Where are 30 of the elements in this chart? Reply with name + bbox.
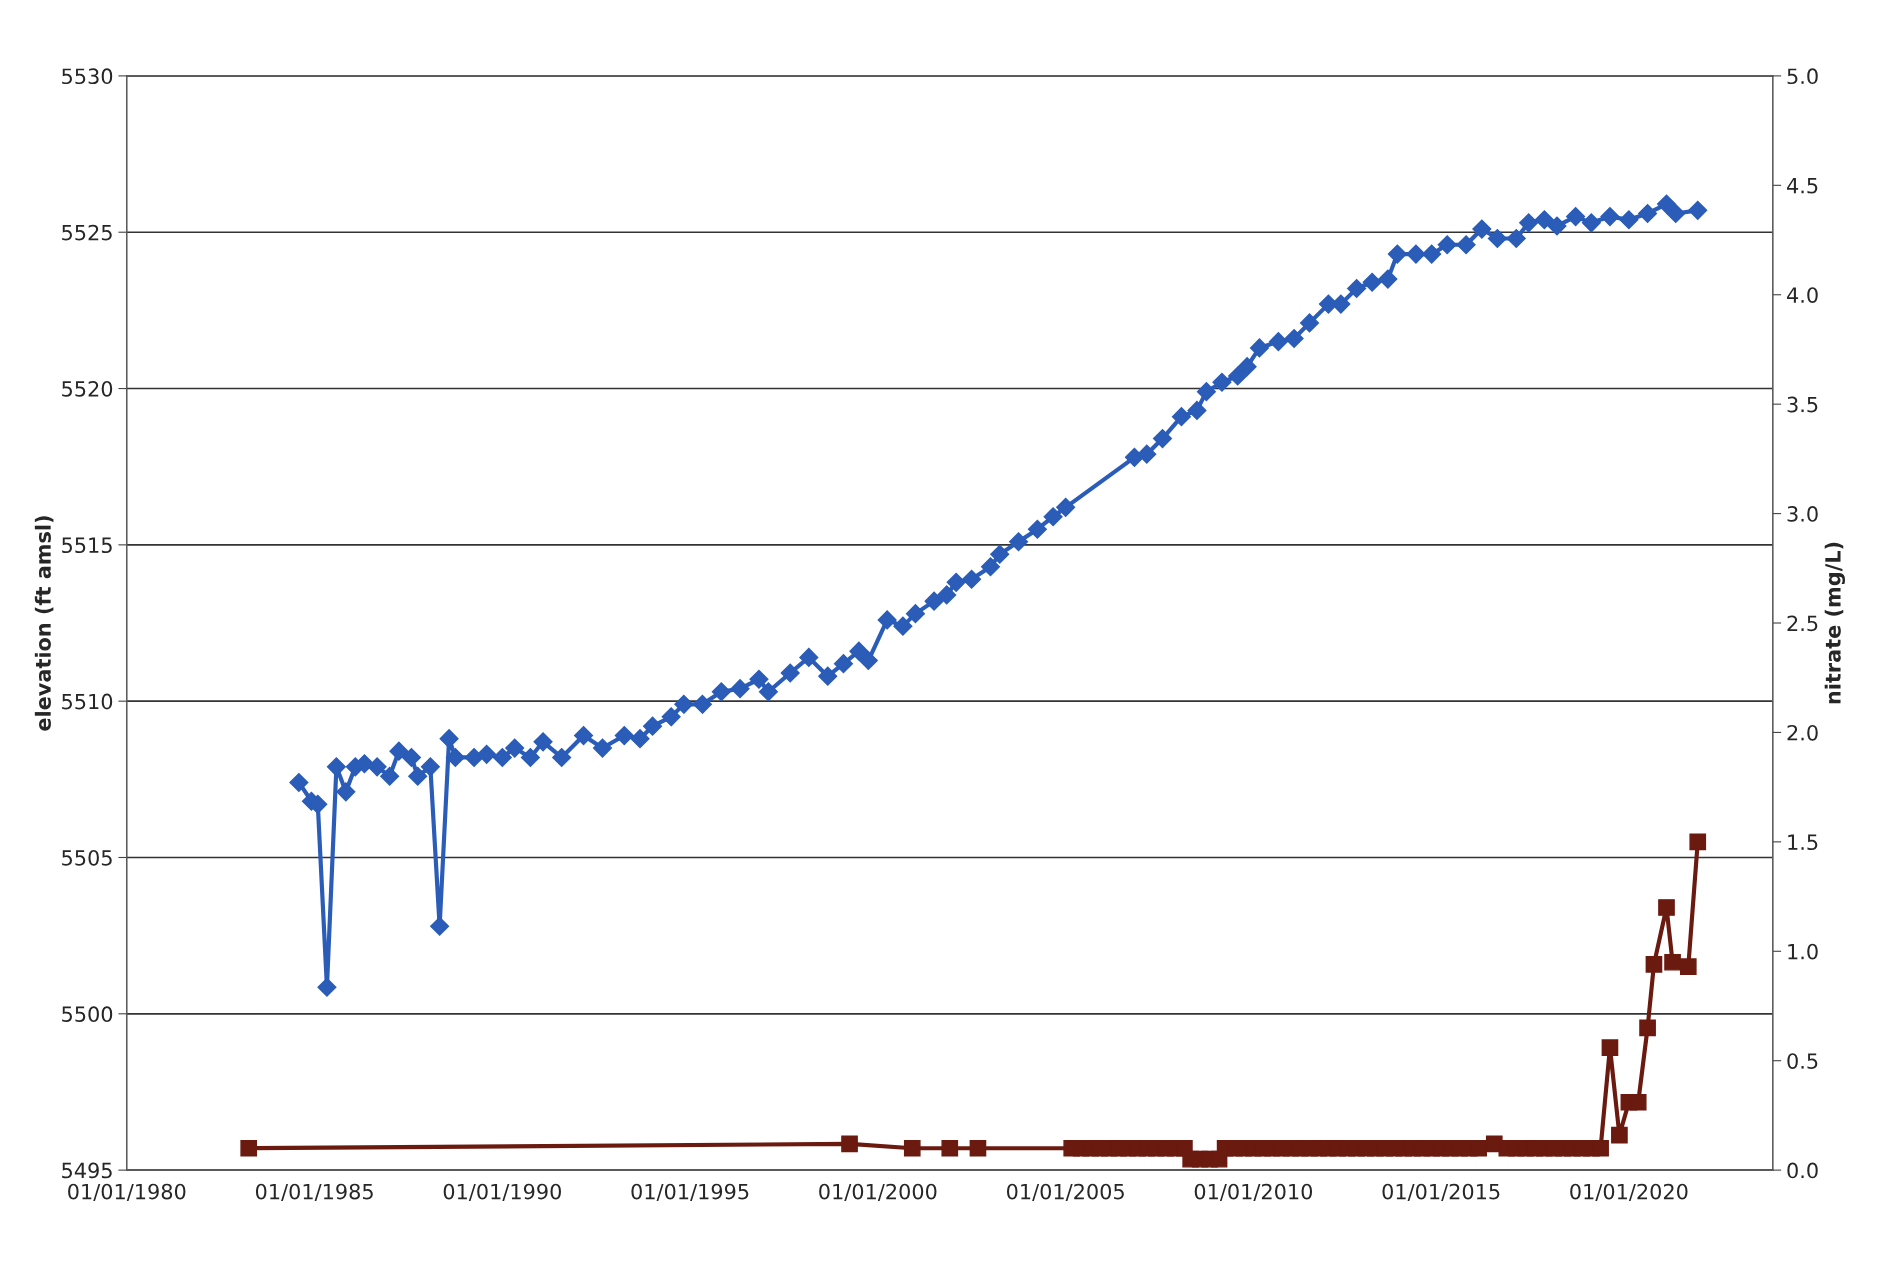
x-tick-label: 01/01/1990 bbox=[443, 1183, 561, 1202]
y2-tick-label: 2.5 bbox=[1787, 615, 1818, 632]
y-tick-label: 5520 bbox=[62, 380, 113, 397]
y2-tick-label: 2.0 bbox=[1787, 724, 1818, 741]
y-tick-label: 5500 bbox=[62, 1006, 113, 1023]
y2-axis-title: nitrate (mg/L) bbox=[1824, 542, 1846, 704]
x-tick-label: 01/01/1980 bbox=[68, 1183, 186, 1202]
x-tick-label: 01/01/2020 bbox=[1570, 1183, 1688, 1202]
y2-tick-label: 3.5 bbox=[1787, 396, 1818, 413]
y2-tick-label: 3.0 bbox=[1787, 506, 1818, 522]
y2-tick-label: 0.5 bbox=[1787, 1053, 1818, 1069]
y2-tick-label: 1.0 bbox=[1788, 943, 1818, 960]
y2-tick-label: 0.0 bbox=[1787, 1162, 1818, 1179]
y2-tick-label: 4.0 bbox=[1787, 287, 1818, 303]
x-tick-label: 01/01/2010 bbox=[1194, 1183, 1313, 1202]
y-axis-title: elevation (ft amsl) bbox=[34, 516, 54, 731]
y2-tick-label: 1.5 bbox=[1788, 834, 1818, 851]
x-tick-label: 01/01/2005 bbox=[1006, 1183, 1124, 1202]
y-tick-label: 5525 bbox=[62, 224, 112, 241]
y-tick-label: 5495 bbox=[62, 1162, 112, 1179]
x-tick-label: 01/01/1995 bbox=[631, 1183, 749, 1202]
y-tick-label: 5505 bbox=[62, 849, 112, 866]
y2-tick-label: 5.0 bbox=[1787, 68, 1818, 85]
y-tick-label: 5530 bbox=[62, 68, 113, 85]
x-tick-label: 01/01/2015 bbox=[1382, 1183, 1500, 1202]
y-tick-label: 5510 bbox=[62, 693, 113, 710]
x-tick-label: 01/01/1985 bbox=[255, 1183, 373, 1202]
x-tick-label: 01/01/2000 bbox=[819, 1183, 937, 1202]
y-tick-label: 5515 bbox=[62, 537, 112, 554]
y2-tick-label: 4.5 bbox=[1787, 178, 1818, 194]
